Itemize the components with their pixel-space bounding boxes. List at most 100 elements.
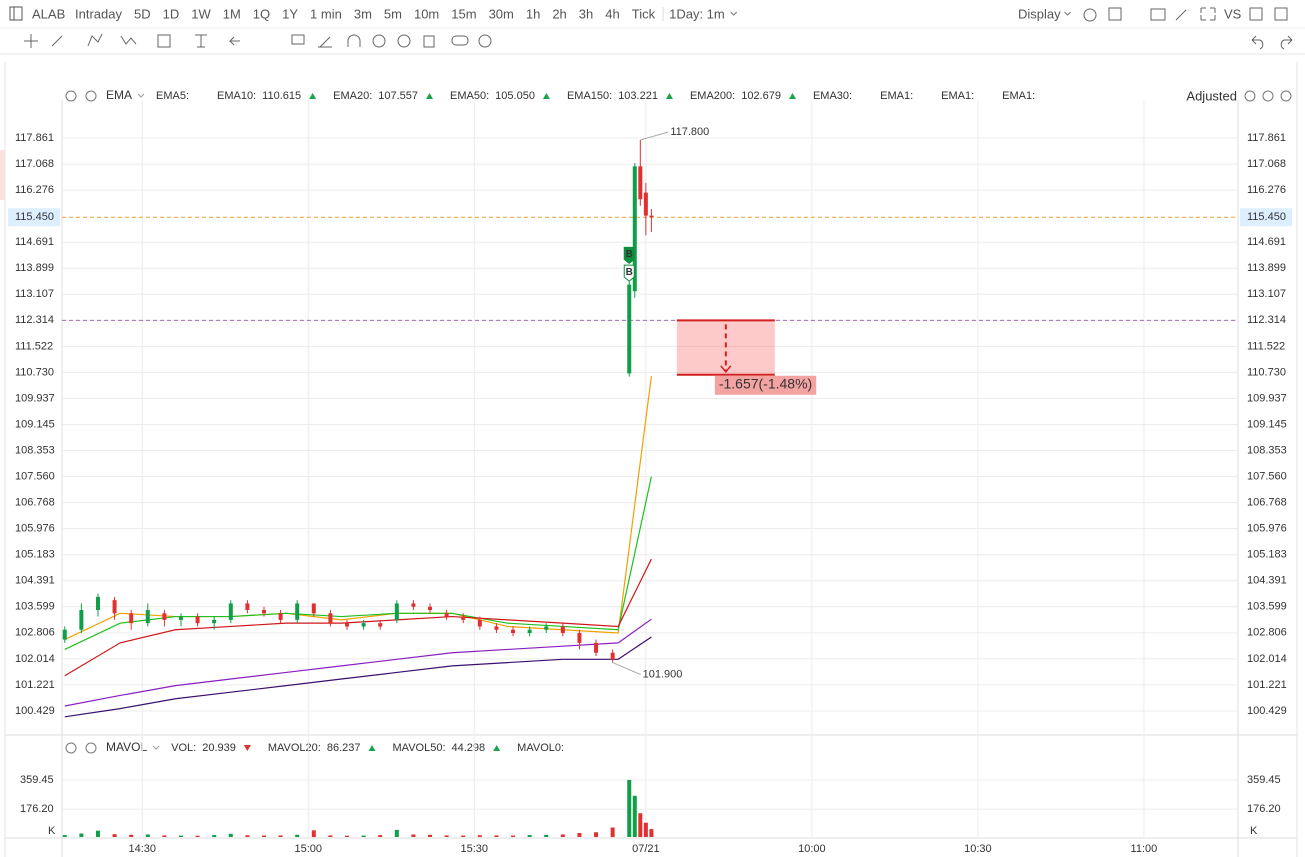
measure-arrowhead <box>720 365 732 373</box>
fib-tool[interactable] <box>157 34 171 48</box>
timeframe-button[interactable]: 1W <box>191 6 211 21</box>
sidebar-toggle[interactable] <box>9 6 23 21</box>
measure-box <box>676 320 775 375</box>
angle-tool[interactable] <box>318 36 332 48</box>
candle-body <box>461 616 466 620</box>
symbol[interactable]: ALAB <box>32 6 65 21</box>
volume-bar <box>577 833 582 837</box>
timeframe-button[interactable]: 1M <box>223 6 241 21</box>
drawing-tools <box>24 7 1293 50</box>
candle-body <box>95 596 100 611</box>
legend-close[interactable] <box>85 742 97 754</box>
arrow-tool[interactable] <box>228 36 240 46</box>
sync-tool[interactable] <box>372 34 386 48</box>
panel-icon[interactable] <box>1274 7 1288 21</box>
note-tool[interactable] <box>291 34 305 45</box>
volume-unit-right: K <box>1250 825 1258 837</box>
timeframe-button[interactable]: 1 min <box>310 6 342 21</box>
y-tick-label-right: 116.276 <box>1247 184 1286 196</box>
candle-body <box>345 623 350 627</box>
volume-bar <box>162 835 167 837</box>
channel-tool[interactable] <box>87 33 103 47</box>
timeframe-button[interactable]: Intraday <box>75 6 122 21</box>
timeframe-button[interactable]: 1D <box>163 6 180 21</box>
undo[interactable] <box>1251 35 1264 50</box>
trend-up <box>542 93 550 99</box>
candle-body <box>129 613 134 624</box>
y-tick-label: 106.768 <box>15 497 55 509</box>
timeframe-button[interactable]: 4h <box>605 6 619 21</box>
volume-bar <box>394 829 399 837</box>
measure-tool[interactable] <box>195 34 207 48</box>
measure-label: -1.657(-1.48%) <box>719 375 812 391</box>
link-tool[interactable] <box>451 35 469 46</box>
hide-tool[interactable] <box>397 34 411 48</box>
y-tick-label-right: 113.899 <box>1247 262 1286 274</box>
legend-label: EMA200: <box>690 90 735 102</box>
legend-label: EMA150: <box>567 90 612 102</box>
x-tick-label: 15:00 <box>295 843 323 855</box>
move-tool[interactable] <box>24 34 38 48</box>
adjusted-toggle[interactable]: Adjusted <box>1186 88 1237 103</box>
candle-body <box>511 629 516 634</box>
pen-icon[interactable] <box>1175 9 1187 21</box>
y-tick-label: 107.560 <box>15 470 55 482</box>
legend-settings[interactable] <box>65 90 77 102</box>
panel-settings[interactable] <box>1244 90 1256 102</box>
magnet-tool[interactable] <box>347 34 361 47</box>
indicator-name[interactable]: EMA <box>106 88 132 102</box>
panel-minimize[interactable] <box>1262 90 1274 102</box>
fullscreen-icon[interactable] <box>1200 7 1216 21</box>
timeframe-button[interactable]: Tick <box>632 6 656 21</box>
candle-body <box>212 619 217 624</box>
volume-bar <box>212 835 217 837</box>
settings-icon[interactable] <box>1083 8 1097 22</box>
volume-bar <box>79 833 84 837</box>
timeframe-button[interactable]: 1Q <box>253 6 270 21</box>
legend-close[interactable] <box>85 90 97 102</box>
volume-bar <box>411 834 416 837</box>
ema-line <box>64 558 652 677</box>
timeframe-button[interactable]: 5m <box>384 6 402 21</box>
legend-settings[interactable] <box>65 742 77 754</box>
candle-body <box>311 603 316 614</box>
layout-icon[interactable] <box>1108 7 1122 21</box>
timeframe-button[interactable]: 3h <box>579 6 593 21</box>
legend-value: 44.298 <box>452 742 486 754</box>
timeframe-button[interactable]: 1Y <box>282 6 298 21</box>
timeframe-button[interactable]: 10m <box>414 6 439 21</box>
indicator-name[interactable]: MAVOL <box>106 740 147 754</box>
x-tick-label: 10:30 <box>964 843 992 855</box>
signal-marker <box>623 264 635 282</box>
delete-tool[interactable] <box>423 35 435 48</box>
timeframe-button[interactable]: 15m <box>451 6 476 21</box>
y-tick-label-right: 109.937 <box>1247 392 1287 404</box>
interval-select[interactable]: 1Day: 1m <box>669 6 725 21</box>
y-tick-label: 101.221 <box>15 679 55 691</box>
timeframe-button[interactable]: 3m <box>354 6 372 21</box>
candle-body <box>195 616 200 624</box>
legend-label: MAVOL0: <box>517 742 564 754</box>
volume-bar <box>195 835 200 837</box>
tool-settings[interactable] <box>478 34 492 48</box>
candle-body <box>328 613 333 624</box>
y-tick-label: 117.068 <box>15 158 54 170</box>
line-tool[interactable] <box>51 35 63 47</box>
compare-button[interactable]: VS <box>1224 6 1242 21</box>
y-tick-label: 100.429 <box>15 705 55 717</box>
y-tick-label: 117.861 <box>15 132 54 144</box>
book-icon[interactable] <box>1249 7 1263 21</box>
timeframe-button[interactable]: 30m <box>489 6 514 21</box>
legend-value: 105.050 <box>495 90 535 102</box>
pattern-tool[interactable] <box>120 35 137 45</box>
y-tick-label: 108.353 <box>15 444 55 456</box>
redo[interactable] <box>1280 35 1293 50</box>
last-price-tag <box>8 208 60 227</box>
timeframe-button[interactable]: 2h <box>552 6 566 21</box>
timeframe-button[interactable]: 5D <box>134 6 151 21</box>
timeframe-button[interactable]: 1h <box>526 6 540 21</box>
display-menu[interactable]: Display <box>1018 6 1061 21</box>
camera-icon[interactable] <box>1150 8 1166 21</box>
panel-maximize[interactable] <box>1280 90 1292 102</box>
candle-body <box>278 613 283 620</box>
